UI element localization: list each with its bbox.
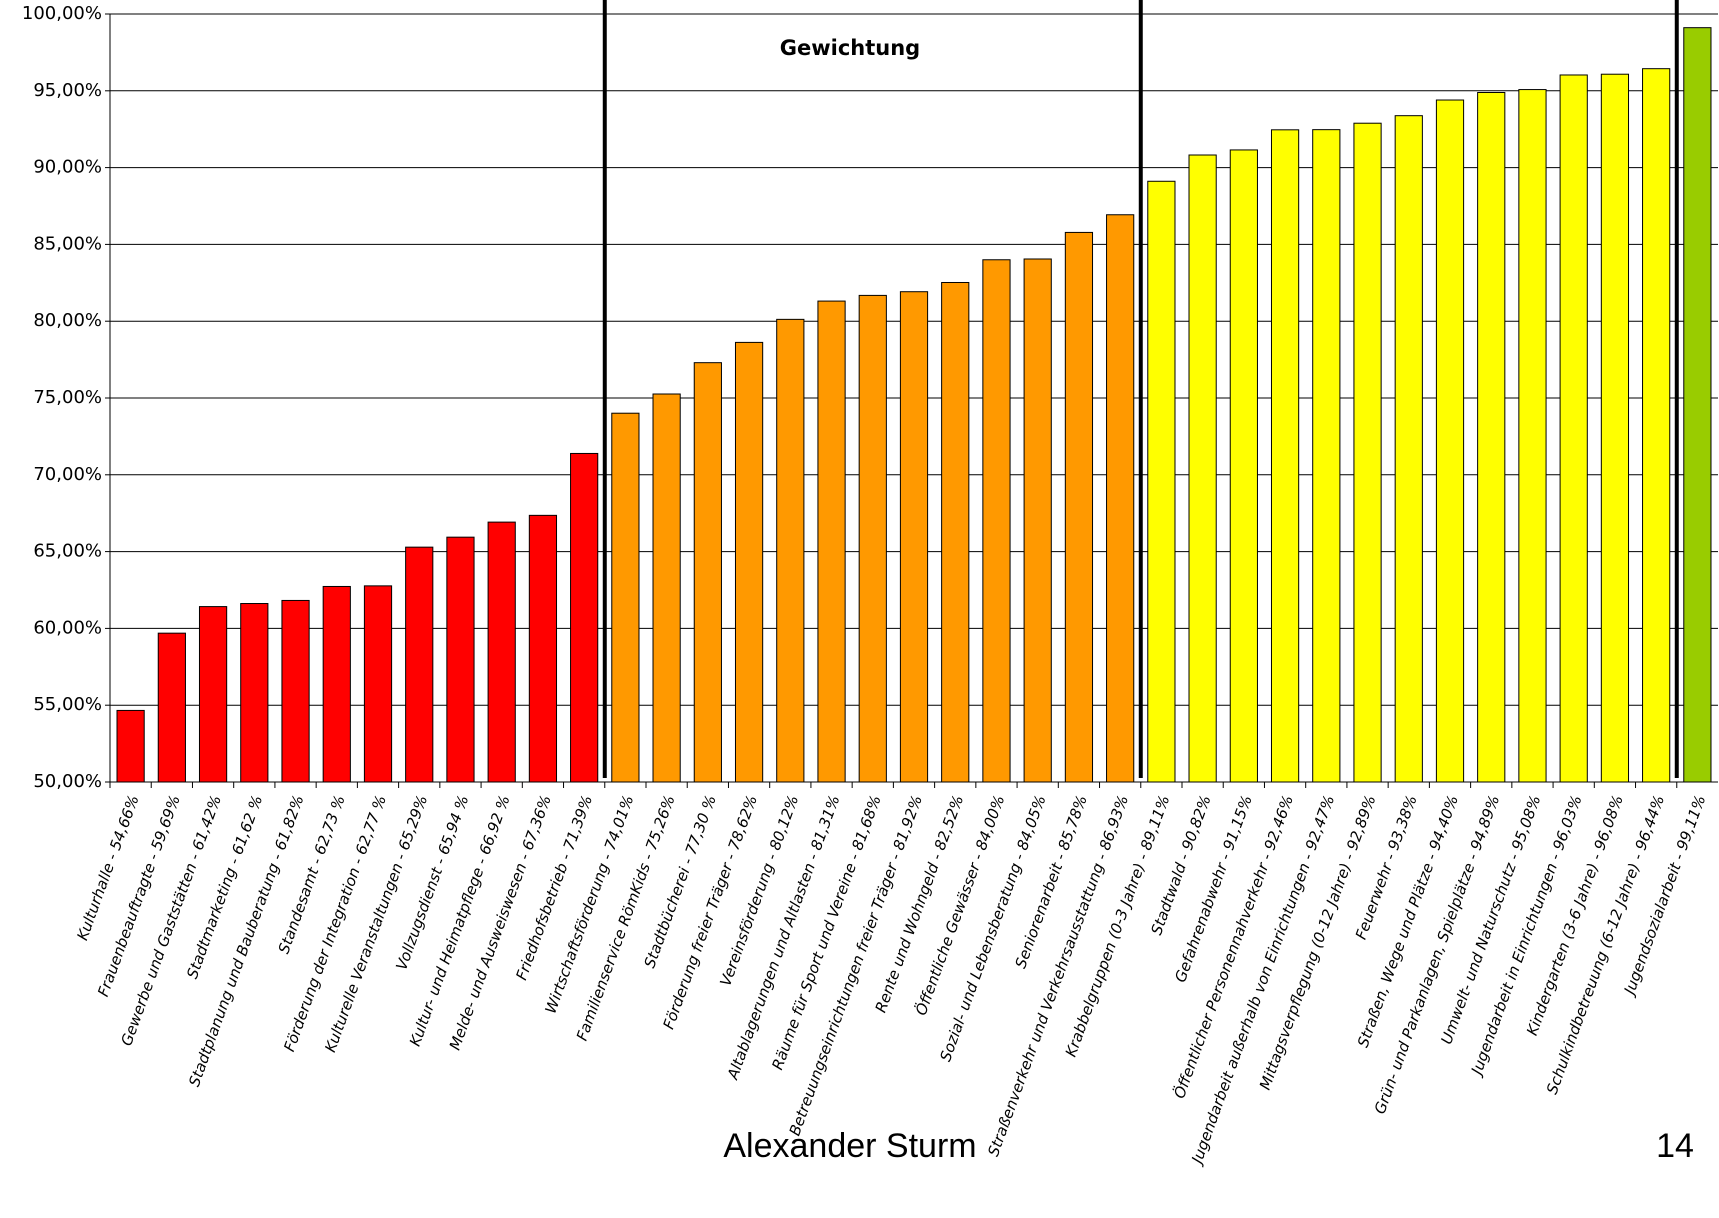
bar — [1477, 91, 1506, 783]
y-tick-label: 95,00% — [33, 80, 102, 101]
bar — [1642, 68, 1671, 783]
bar — [858, 294, 887, 783]
y-tick-label: 65,00% — [33, 541, 102, 562]
y-tick-label: 85,00% — [33, 233, 102, 254]
bar — [240, 603, 269, 783]
bar — [487, 521, 516, 783]
bar — [1188, 154, 1217, 783]
bar — [322, 585, 351, 783]
bar — [405, 546, 434, 783]
bar — [446, 536, 475, 783]
bar — [734, 341, 764, 783]
y-tick-label: 60,00% — [33, 617, 102, 638]
bar — [1023, 258, 1052, 783]
y-tick-label: 75,00% — [33, 387, 102, 408]
bar — [116, 709, 145, 783]
bar — [363, 585, 393, 783]
bar — [1683, 27, 1712, 783]
author: Alexander Sturm — [723, 1127, 976, 1165]
y-tick-label: 90,00% — [33, 157, 102, 178]
bar — [1229, 149, 1258, 783]
bar — [1559, 74, 1588, 783]
y-tick-label: 55,00% — [33, 694, 102, 715]
bar — [941, 281, 970, 783]
bar — [652, 393, 681, 783]
x-tick-label: Jugendsozialarbeit - 99,11% — [1619, 793, 1709, 1000]
bar — [899, 291, 929, 783]
bar — [570, 452, 599, 783]
bar — [198, 606, 228, 783]
bar — [817, 300, 846, 783]
bar — [528, 514, 558, 783]
bar — [1435, 99, 1465, 783]
bar — [1518, 89, 1547, 783]
x-tick-label: Vereinsförderung - 80,12% — [716, 793, 802, 989]
bar — [982, 259, 1011, 783]
x-tick-label: Friedhofsbetrieb - 71,39% — [512, 793, 596, 983]
page-number: 14 — [1656, 1127, 1694, 1165]
bar — [1394, 115, 1423, 783]
x-tick-label: Gefahrenabwehr - 91,15% — [1171, 793, 1256, 985]
bar — [1106, 214, 1135, 783]
y-tick-label: 100,00% — [22, 3, 102, 24]
y-tick-label: 80,00% — [33, 310, 102, 331]
bar — [1600, 73, 1630, 783]
bar — [157, 632, 186, 783]
bar — [1147, 180, 1176, 783]
bar — [776, 318, 805, 783]
bar — [693, 362, 722, 783]
x-tick-label: Stadtmarketing - 61,62 % — [183, 793, 266, 981]
bar — [1064, 231, 1094, 783]
bar — [1270, 129, 1300, 783]
bar — [611, 412, 640, 783]
bar — [281, 599, 310, 783]
chart-title: Gewichtung — [780, 36, 920, 60]
y-tick-label: 70,00% — [33, 464, 102, 485]
y-tick-label: 50,00% — [33, 771, 102, 792]
bar — [1353, 122, 1382, 783]
bar — [1312, 129, 1341, 783]
